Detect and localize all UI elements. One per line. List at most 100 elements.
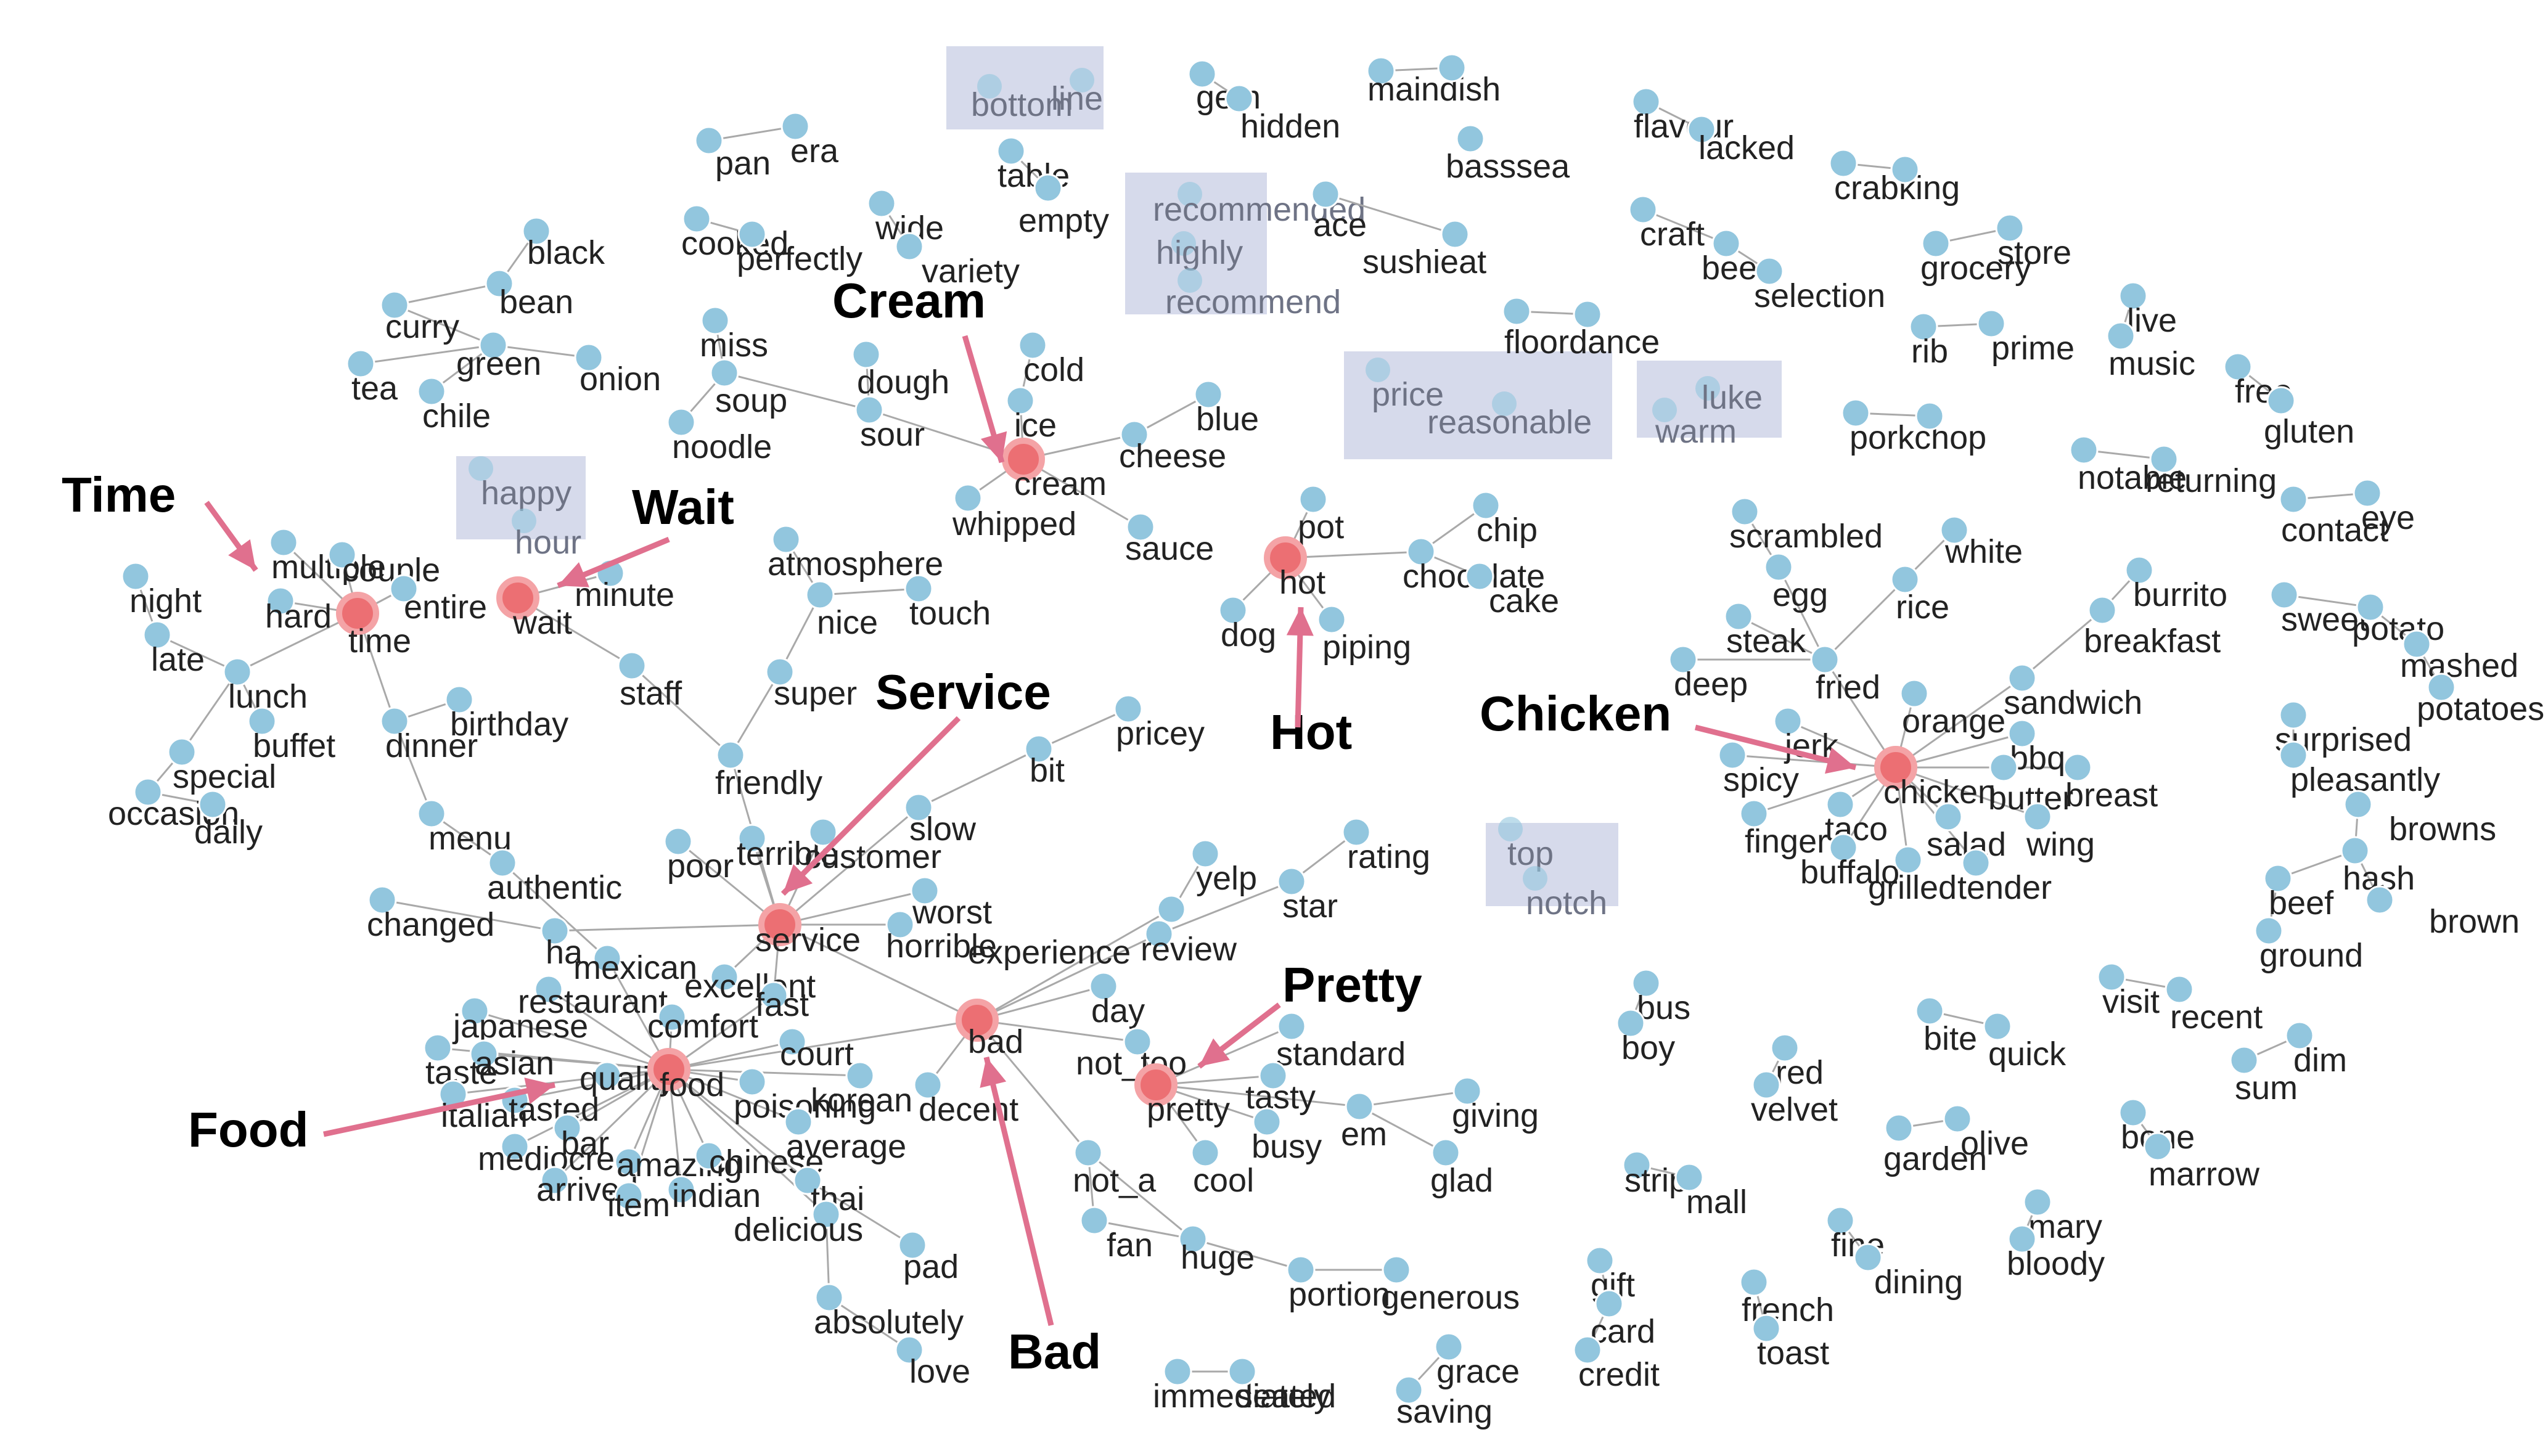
node-noodle[interactable]: noodle <box>666 407 772 465</box>
node-pad[interactable]: pad <box>898 1230 959 1285</box>
node-restaurant[interactable]: restaurant <box>518 975 668 1020</box>
node-sum[interactable]: sum <box>2229 1045 2298 1106</box>
node-chip[interactable]: chip <box>1471 491 1538 549</box>
node-ha[interactable]: ha <box>540 916 583 971</box>
node-maindish2[interactable] <box>1437 53 1467 83</box>
node-contact[interactable]: contact <box>2279 485 2388 549</box>
node-menu[interactable]: menu <box>417 799 512 857</box>
node-touch[interactable]: touch <box>904 574 991 632</box>
node-olive[interactable]: olive <box>1943 1104 2029 1162</box>
node-potato[interactable]: potato <box>2352 592 2444 647</box>
node-burrito[interactable]: burrito <box>2124 555 2227 613</box>
node-grocery[interactable]: grocery <box>1920 229 2031 287</box>
node-authentic[interactable]: authentic <box>487 848 622 906</box>
node-special[interactable]: special <box>167 737 276 795</box>
node-bbq[interactable]: bbq <box>2007 719 2065 777</box>
node-recent[interactable]: recent <box>2165 975 2263 1036</box>
node-hash[interactable]: hash <box>2340 836 2415 897</box>
node-glad[interactable]: glad <box>1430 1138 1493 1199</box>
node-buffet[interactable]: buffet <box>247 706 335 764</box>
node-white[interactable]: white <box>1940 515 2023 570</box>
node-tasty[interactable]: tasty <box>1245 1061 1316 1116</box>
node-black[interactable]: black <box>522 216 605 271</box>
node-entire[interactable]: entire <box>389 574 487 626</box>
node-garden[interactable]: garden <box>1883 1113 1987 1177</box>
node-browns[interactable]: browns <box>2343 790 2496 848</box>
node-miss[interactable]: miss <box>700 306 768 364</box>
node-steak[interactable]: steak <box>1724 602 1806 660</box>
node-hard[interactable]: hard <box>265 586 332 635</box>
node-average[interactable]: average <box>784 1107 906 1165</box>
node-daily[interactable]: daily <box>194 790 263 851</box>
node-pretty[interactable]: pretty <box>1134 1063 1230 1128</box>
node-rating[interactable]: rating <box>1342 817 1430 875</box>
node-era[interactable]: era <box>780 112 839 170</box>
node-dinner[interactable]: dinner <box>380 706 478 764</box>
node-floordance[interactable]: floordance <box>1502 297 1660 361</box>
node-quick[interactable]: quick <box>1983 1012 2067 1073</box>
node-red[interactable]: red <box>1770 1033 1824 1091</box>
node-cool[interactable]: cool <box>1190 1138 1254 1199</box>
node-sauce[interactable]: sauce <box>1125 512 1214 567</box>
node-scrambled[interactable]: scrambled <box>1729 497 1883 555</box>
node-night[interactable]: night <box>121 562 202 620</box>
node-gluten[interactable]: gluten <box>2264 386 2354 450</box>
node-whipped[interactable]: whipped <box>952 483 1076 542</box>
node-mashed[interactable]: mashed <box>2400 629 2518 684</box>
node-chile[interactable]: chile <box>417 377 491 435</box>
node-mall[interactable]: mall <box>1674 1163 1747 1221</box>
node-porkchop2[interactable] <box>1915 401 1944 431</box>
node-porkchop[interactable]: porkchop <box>1841 398 1986 456</box>
node-egg[interactable]: egg <box>1764 552 1828 613</box>
node-wait[interactable]: wait <box>496 576 572 641</box>
node-fast[interactable]: fast <box>755 981 809 1023</box>
node-variety[interactable]: variety <box>895 232 1020 290</box>
node-item[interactable]: item <box>607 1181 670 1224</box>
node-floordance2[interactable] <box>1573 300 1602 329</box>
node-onion[interactable]: onion <box>574 343 661 398</box>
node-grilled[interactable]: grilled <box>1868 845 1957 906</box>
node-green[interactable]: green <box>456 330 541 382</box>
node-service[interactable]: service <box>755 903 861 959</box>
node-standard[interactable]: standard <box>1276 1012 1406 1073</box>
node-portion[interactable]: portion <box>1286 1255 1390 1313</box>
node-food[interactable]: food <box>647 1048 724 1103</box>
node-piping[interactable]: piping <box>1317 605 1411 666</box>
node-super[interactable]: super <box>765 657 857 712</box>
node-notable[interactable]: notable <box>2069 435 2187 496</box>
node-music[interactable]: music <box>2106 321 2195 382</box>
node-visit[interactable]: visit <box>2097 962 2160 1020</box>
node-asian[interactable]: asian <box>469 1039 554 1082</box>
node-experience[interactable]: experience <box>968 894 1186 971</box>
node-busy[interactable]: busy <box>1251 1107 1322 1165</box>
node-bit[interactable]: bit <box>1024 734 1065 789</box>
node-beer[interactable]: beer <box>1702 229 1768 287</box>
node-couple[interactable]: couple <box>327 540 440 589</box>
node-empty[interactable]: empty <box>1018 173 1109 239</box>
node-spicy[interactable]: spicy <box>1718 740 1799 798</box>
node-staff[interactable]: staff <box>617 651 682 712</box>
node-cooked[interactable]: cooked <box>681 204 789 262</box>
node-slow[interactable]: slow <box>904 793 977 848</box>
node-store[interactable]: store <box>1995 213 2071 271</box>
node-rice[interactable]: rice <box>1890 565 1949 626</box>
node-fan[interactable]: fan <box>1079 1206 1153 1264</box>
node-prime[interactable]: prime <box>1977 309 2075 367</box>
node-cake[interactable]: cake <box>1465 562 1559 620</box>
node-bite[interactable]: bite <box>1915 996 1977 1057</box>
node-mexican[interactable]: mexican <box>573 944 697 986</box>
node-em[interactable]: em <box>1341 1092 1387 1153</box>
node-ground[interactable]: ground <box>2254 916 2363 974</box>
node-yelp[interactable]: yelp <box>1190 839 1257 897</box>
node-pricey[interactable]: pricey <box>1113 694 1205 752</box>
node-eye[interactable]: eye <box>2353 478 2415 536</box>
node-selection[interactable]: selection <box>1754 256 1885 314</box>
node-absolutely[interactable]: absolutely <box>814 1283 964 1341</box>
node-hot[interactable]: hot <box>1264 536 1325 601</box>
node-returning[interactable]: returning <box>2145 444 2277 499</box>
node-seated[interactable]: seated <box>1227 1357 1336 1415</box>
node-review[interactable]: review <box>1141 919 1237 968</box>
node-giving[interactable]: giving <box>1452 1076 1539 1134</box>
node-bean[interactable]: bean <box>485 269 573 321</box>
node-court[interactable]: court <box>777 1027 854 1073</box>
